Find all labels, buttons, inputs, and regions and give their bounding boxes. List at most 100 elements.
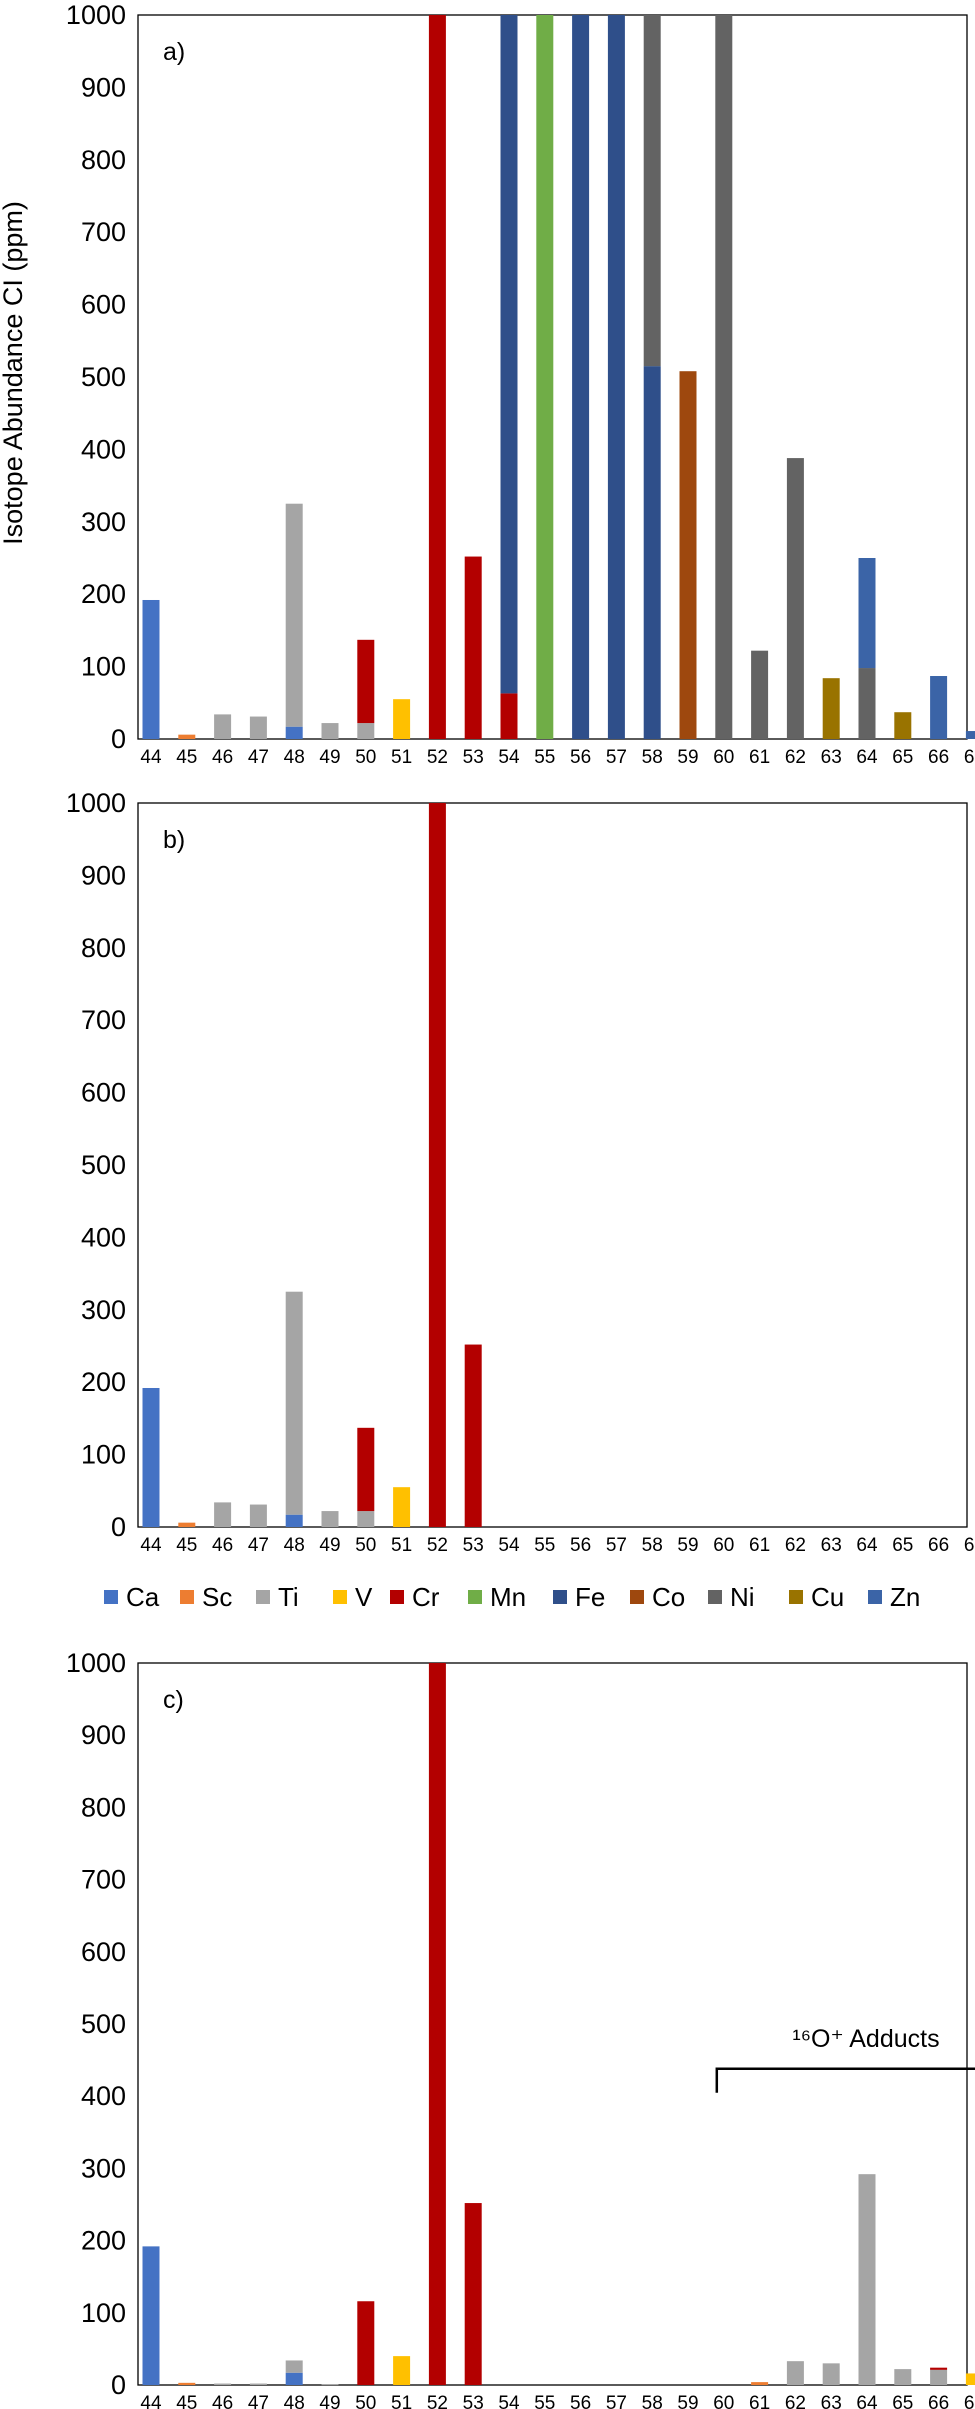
bar-Ti-50 [357,1511,375,1527]
x-tick-label: 63 [821,1535,842,1556]
x-tick-label: 52 [427,1535,448,1556]
bar-Cr-52 [428,1663,446,2385]
y-tick-label: 200 [81,1367,126,1397]
panel-label: b) [163,826,185,854]
bar-Ti-65 [894,2369,912,2385]
y-tick-label: 500 [81,2009,126,2039]
y-tick-label: 600 [81,1937,126,1967]
bar-Sc-61 [751,2382,769,2385]
legend-item-ca: Ca [104,1582,160,1612]
y-tick-label: 700 [81,1005,126,1035]
x-tick-label: 48 [284,2393,305,2409]
bar-Cr-52 [428,15,446,739]
x-tick-label: 54 [498,2393,520,2409]
y-tick-label: 1000 [66,788,126,818]
y-tick-label: 300 [81,507,126,537]
legend-swatch [868,1590,882,1604]
bar-Ti-46 [214,2383,232,2385]
plot-frame [137,1662,968,2386]
y-tick-label: 400 [81,1222,126,1252]
y-tick-label: 800 [81,1792,126,1822]
y-tick-label: 500 [81,1150,126,1180]
bar-Ca-44 [142,1387,160,1527]
bar-Cr-53 [464,2203,482,2385]
y-tick-label: 100 [81,652,126,682]
bar-Ti-63 [822,2363,840,2385]
x-tick-label: 66 [928,1535,949,1556]
bar-Ni-60 [715,15,733,739]
bar-Ti-48 [285,503,303,727]
bar-V-51 [393,699,411,739]
adducts-annotation: ¹⁶O⁺ Adducts [792,2025,939,2053]
bar-Cu-65 [894,712,912,739]
y-tick-label: 800 [81,933,126,963]
x-tick-label: 55 [534,2393,555,2409]
legend-label: Fe [575,1582,605,1612]
bar-Cu-63 [822,678,840,739]
legend-label: Mn [490,1582,526,1612]
x-tick-label: 45 [176,747,197,768]
legend-label: Ca [126,1582,160,1612]
bar-Ti-48 [285,1291,303,1515]
x-tick-label: 67 [964,2393,975,2409]
x-tick-label: 53 [463,2393,484,2409]
x-tick-label: 44 [140,747,162,768]
x-tick-label: 46 [212,747,233,768]
legend-swatch [468,1590,482,1604]
x-tick-label: 53 [463,747,484,768]
x-tick-label: 65 [892,747,913,768]
legend-swatch [553,1590,567,1604]
y-tick-label: 200 [81,579,126,609]
chart-panel-a: 0 100 200 300 400 500 600 700 800 900 1000 44 45 46 47… [66,0,975,768]
bar-Ca-48 [285,726,303,739]
y-tick-label: 900 [81,860,126,890]
legend-swatch [104,1590,118,1604]
bar-V-67 [965,2373,975,2385]
bar-Sc-45 [178,734,196,739]
legend-label: Zn [890,1582,920,1612]
y-tick-label: 900 [81,1720,126,1750]
x-tick-label: 50 [355,1535,376,1556]
legend-label: Ni [730,1582,755,1612]
plot-frame [137,802,968,1528]
bar-Ti-47 [249,716,267,739]
x-tick-label: 64 [856,2393,878,2409]
bar-Fe-56 [572,15,590,739]
legend: Ca Sc Ti V Cr Mn Fe Co Ni Cu Zn [104,1582,920,1612]
legend-label: V [355,1582,373,1612]
bar-Ti-46 [214,1502,232,1527]
legend-swatch [630,1590,644,1604]
x-tick-label: 55 [534,1535,555,1556]
x-tick-label: 61 [749,747,770,768]
x-tick-label: 58 [642,2393,663,2409]
y-tick-label: 400 [81,2081,126,2111]
x-tick-label: 56 [570,2393,591,2409]
x-tick-label: 49 [319,1535,340,1556]
y-tick-label: 500 [81,362,126,392]
x-tick-label: 60 [713,1535,734,1556]
x-tick-label: 53 [463,1535,484,1556]
x-tick-label: 44 [140,2393,162,2409]
x-tick-label: 63 [821,2393,842,2409]
legend-swatch [180,1590,194,1604]
legend-item-fe: Fe [553,1582,605,1612]
x-tick-label: 57 [606,1535,627,1556]
bar-Zn-64 [858,558,876,669]
bar-Ti-64 [858,2174,876,2385]
x-tick-label: 58 [642,1535,663,1556]
x-tick-label: 47 [248,2393,269,2409]
x-tick-label: 54 [498,1535,520,1556]
bar-Ti-49 [321,2384,339,2386]
bar-Cr-50 [357,639,375,724]
x-tick-label: 65 [892,2393,913,2409]
legend-label: Co [652,1582,685,1612]
bar-Cr-66 [930,2367,948,2370]
x-tick-label: 62 [785,747,806,768]
bar-Zn-67 [965,731,975,739]
legend-item-ni: Ni [708,1582,755,1612]
x-tick-label: 60 [713,747,734,768]
bar-Cr-52 [428,803,446,1527]
x-tick-label: 44 [140,1535,162,1556]
